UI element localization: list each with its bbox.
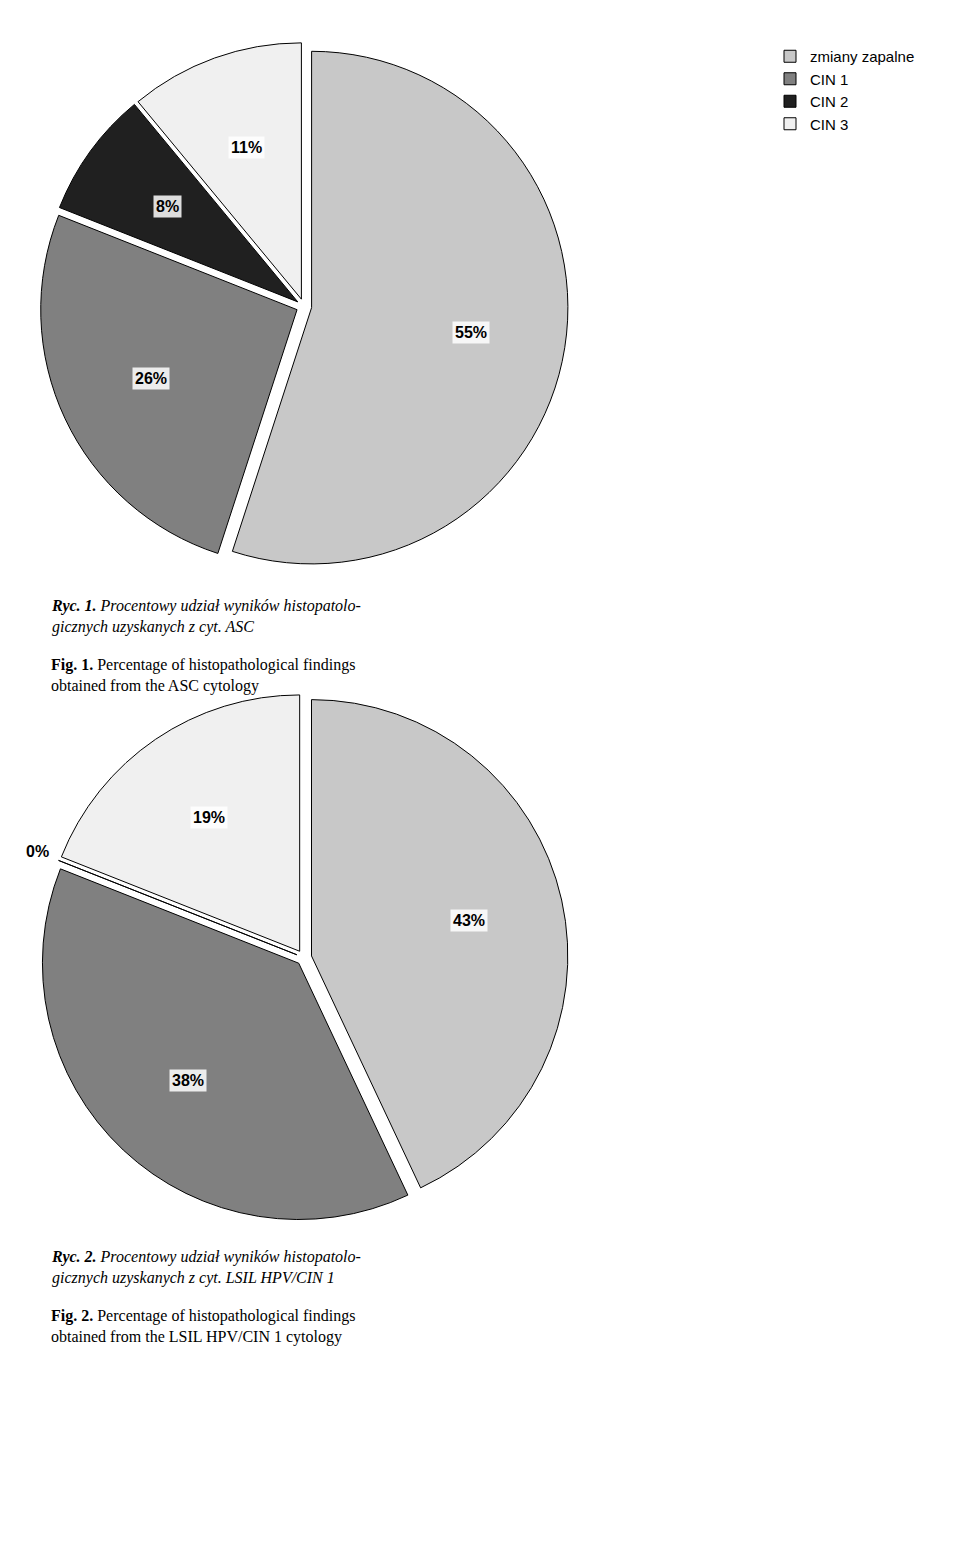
svg-text:CIN 2: CIN 2 [810, 93, 848, 110]
svg-text:Fig. 2. Percentage of histopat: Fig. 2. Percentage of histopathological … [51, 1307, 355, 1346]
svg-text:8%: 8% [156, 198, 179, 215]
svg-text:19%: 19% [193, 809, 225, 826]
svg-text:11%: 11% [231, 139, 262, 156]
svg-text:Ryc. 2. Procentowy udział wyni: Ryc. 2. Procentowy udział wyników histop… [51, 1248, 361, 1287]
svg-text:CIN 3: CIN 3 [810, 116, 848, 133]
svg-text:Fig. 1. Percentage of histopat: Fig. 1. Percentage of histopathological … [51, 656, 355, 695]
svg-text:CIN 1: CIN 1 [810, 71, 848, 88]
svg-text:zmiany zapalne: zmiany zapalne [810, 48, 914, 65]
svg-text:0%: 0% [26, 843, 49, 860]
svg-text:38%: 38% [172, 1072, 204, 1089]
svg-text:43%: 43% [453, 912, 485, 929]
svg-text:Ryc. 1. Procentowy udział wyni: Ryc. 1. Procentowy udział wyników histop… [51, 597, 361, 636]
svg-text:26%: 26% [135, 370, 167, 387]
svg-text:55%: 55% [455, 324, 487, 341]
